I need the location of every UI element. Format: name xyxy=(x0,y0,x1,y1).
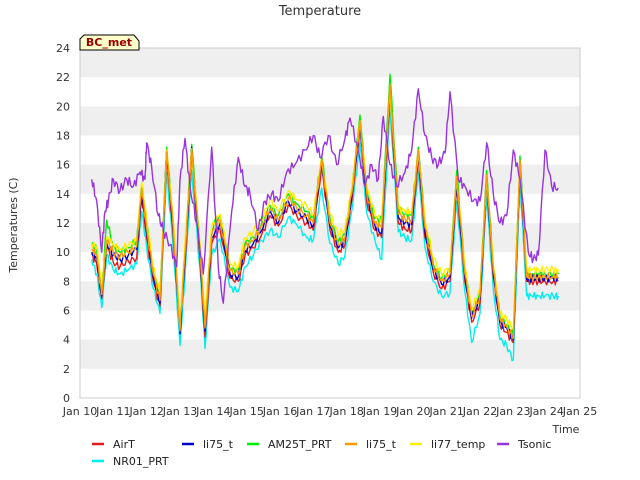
x-tick-label: Jan 10 xyxy=(62,405,97,418)
y-tick-label: 0 xyxy=(63,392,70,405)
x-tick-label: Jan 19 xyxy=(362,405,397,418)
series-line xyxy=(91,83,559,339)
y-tick-label: 10 xyxy=(56,246,70,259)
grid-band xyxy=(80,106,580,136)
legend-item: AM25T_PRT xyxy=(247,438,332,451)
series-lines xyxy=(91,73,559,362)
site-badge-box xyxy=(79,34,140,51)
y-tick-label: 18 xyxy=(56,130,70,143)
legend-label: li75_t xyxy=(366,438,397,451)
legend-item: li75_t xyxy=(345,438,397,451)
y-tick-label: 4 xyxy=(63,334,70,347)
x-axis-label: Time xyxy=(552,423,580,436)
x-tick-label: Jan 21 xyxy=(428,405,463,418)
legend-label: li75_t xyxy=(203,438,234,451)
legend-label: AirT xyxy=(113,438,135,451)
grid-bands xyxy=(80,48,580,369)
y-tick-label: 24 xyxy=(56,42,70,55)
legend-item: li77_temp xyxy=(410,438,485,451)
y-axis-label: Temperatures (C) xyxy=(7,177,20,273)
series-line-tsonic xyxy=(91,88,559,304)
x-tick-label: Jan 15 xyxy=(228,405,263,418)
plot-area xyxy=(79,47,581,399)
legend-label: Tsonic xyxy=(517,438,551,451)
legend-item: li75_t xyxy=(182,438,234,451)
grid-band xyxy=(80,339,580,369)
series-line xyxy=(91,108,559,362)
y-tick-label: 22 xyxy=(56,71,70,84)
x-tick-label: Jan 16 xyxy=(262,405,297,418)
x-tick-label: Jan 25 xyxy=(562,405,597,418)
x-tick-label: Jan 13 xyxy=(162,405,197,418)
y-tick-label: 12 xyxy=(56,217,70,230)
legend-item: AirT xyxy=(92,438,135,451)
y-tick-label: 2 xyxy=(63,363,70,376)
site-badge-label: BC_met xyxy=(86,36,132,49)
legend-label: AM25T_PRT xyxy=(268,438,332,451)
site-badge: BC_met xyxy=(79,34,140,51)
x-tick-label: Jan 11 xyxy=(95,405,130,418)
chart-title: Temperature xyxy=(278,4,361,19)
x-tick-label: Jan 22 xyxy=(462,405,497,418)
y-tick-label: 16 xyxy=(56,159,70,172)
legend-item: Tsonic xyxy=(497,438,551,451)
x-tick-label: Jan 12 xyxy=(128,405,163,418)
x-tick-label: Jan 23 xyxy=(495,405,530,418)
y-tick-label: 14 xyxy=(56,188,70,201)
x-tick-label: Jan 24 xyxy=(528,405,563,418)
legend-item: NR01_PRT xyxy=(92,455,169,468)
legend: AirT li75_t AM25T_PRT li75_t li77_temp Tsonic… xyxy=(92,438,551,468)
x-tick-label: Jan 17 xyxy=(295,405,330,418)
grid-band xyxy=(80,164,580,194)
x-tick-label: Jan 18 xyxy=(328,405,363,418)
x-tick-label: Jan 14 xyxy=(195,405,230,418)
y-tick-label: 20 xyxy=(56,100,70,113)
grid-band xyxy=(80,48,580,78)
x-tick-label: Jan 20 xyxy=(395,405,430,418)
y-tick-label: 6 xyxy=(63,305,70,318)
legend-label: NR01_PRT xyxy=(113,455,169,468)
legend-label: li77_temp xyxy=(431,438,485,451)
y-tick-label: 8 xyxy=(63,275,70,288)
